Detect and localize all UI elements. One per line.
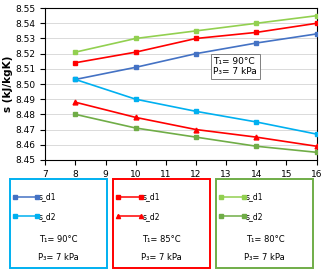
Text: s_d1: s_d1 [245,192,263,201]
Text: s_d1: s_d1 [39,192,56,201]
Text: T₁= 90°C: T₁= 90°C [39,235,78,244]
Text: T₁= 90°C
P₃= 7 kPa: T₁= 90°C P₃= 7 kPa [214,57,257,76]
Text: T₁= 80°C: T₁= 80°C [245,235,284,244]
Text: P₃= 7 kPa: P₃= 7 kPa [38,253,78,262]
Text: s_d2: s_d2 [245,212,263,221]
Y-axis label: s (kJ/kgK): s (kJ/kgK) [3,56,13,112]
Text: P₃= 7 kPa: P₃= 7 kPa [141,253,182,262]
Text: P₃= 7 kPa: P₃= 7 kPa [245,253,285,262]
X-axis label: $T_e$ (°C): $T_e$ (°C) [162,181,200,196]
Text: s_d2: s_d2 [39,212,56,221]
Text: s_d1: s_d1 [142,192,160,201]
Text: T₁= 85°C: T₁= 85°C [142,235,181,244]
Text: s_d2: s_d2 [142,212,160,221]
